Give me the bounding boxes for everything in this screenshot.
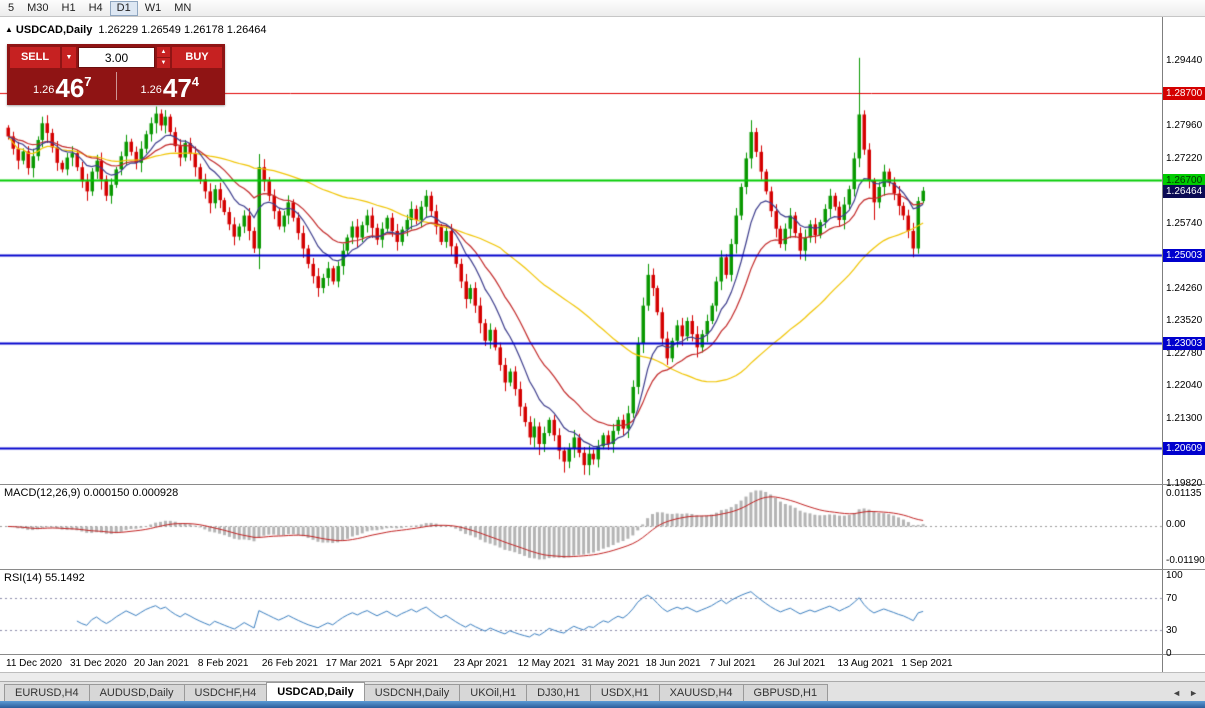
rsi-scale-label: 70 [1166, 593, 1178, 605]
bid-big-digits: 46 [55, 73, 85, 103]
macd-indicator-label: MACD(12,26,9) 0.000150 0.000928 [4, 487, 179, 499]
window-gap [0, 672, 1205, 681]
volume-decrease-button[interactable]: ▼ [157, 58, 170, 68]
price-line-badge: 1.20609 [1163, 442, 1205, 456]
price-scale-tick: 1.27220 [1166, 152, 1203, 164]
chart-ohlc-values: 1.26229 1.26549 1.26178 1.26464 [98, 24, 267, 36]
rsi-scale-label: 0 [1166, 648, 1172, 659]
timeframe-m30-button[interactable]: M30 [27, 1, 49, 14]
tab-usdchf-h4[interactable]: USDCHF,H4 [183, 684, 268, 701]
one-click-trading-panel: SELL ▼ ▲ ▼ BUY 1.26 46 7 1.26 47 4 [7, 44, 225, 105]
timeframe-d1-button[interactable]: D1 [109, 0, 138, 16]
volume-increase-button[interactable]: ▲ [157, 47, 170, 57]
time-axis-label: 13 Aug 2021 [837, 658, 894, 669]
tab-ukoil-h1[interactable]: UKOil,H1 [459, 684, 528, 701]
candlestick-chart-canvas[interactable] [0, 17, 1205, 672]
rsi-scale-label: 100 [1166, 570, 1183, 581]
tab-audusd-daily[interactable]: AUDUSD,Daily [88, 684, 185, 701]
timeframe-5-button[interactable]: 5 [8, 1, 15, 14]
tab-eurusd-h4[interactable]: EURUSD,H4 [4, 684, 90, 701]
sell-button[interactable]: SELL [10, 47, 60, 68]
price-line-badge: 1.28700 [1163, 86, 1205, 100]
time-axis-label: 18 Jun 2021 [645, 658, 701, 669]
ask-big-digits: 47 [162, 73, 192, 103]
time-axis-label: 23 Apr 2021 [453, 658, 508, 669]
rsi-indicator-label: RSI(14) 55.1492 [4, 572, 85, 584]
volume-input[interactable] [78, 47, 155, 68]
current-price-badge: 1.26464 [1163, 184, 1205, 198]
time-axis-label: 31 May 2021 [581, 658, 640, 669]
bid-prefix: 1.26 [32, 84, 55, 96]
price-line-badge: 1.26700 [1163, 174, 1205, 188]
chart-tabs: EURUSD,H4 AUDUSD,Daily USDCHF,H4 USDCAD,Dai… [0, 681, 1205, 701]
time-axis-label: 12 May 2021 [517, 658, 576, 669]
macd-scale-label: -0.01190 [1166, 555, 1205, 566]
tab-usdcnh-daily[interactable]: USDCNH,Daily [363, 684, 461, 701]
price-scale-tick: 1.29440 [1166, 55, 1203, 66]
macd-panel-border [0, 484, 1205, 485]
timeframe-toolbar: 5 M30 H1 H4 D1 W1 MN [0, 0, 1205, 17]
time-axis-label: 31 Dec 2020 [69, 658, 127, 669]
tab-usdx-h1[interactable]: USDX,H1 [589, 684, 660, 701]
rsi-panel-border [0, 569, 1205, 570]
rsi-scale-label: 30 [1166, 624, 1178, 636]
tab-scroll-right-button[interactable]: ► [1189, 688, 1198, 698]
ask-price[interactable]: 1.26 47 4 [118, 70, 223, 102]
time-axis-label: 1 Sep 2021 [901, 658, 953, 669]
price-scale-tick: 1.22040 [1166, 380, 1203, 392]
time-axis-label: 11 Dec 2020 [6, 658, 62, 669]
price-scale-tick: 1.24260 [1166, 282, 1203, 294]
tab-nav: ◄ ► [1169, 688, 1201, 701]
trade-panel-toggle-icon[interactable]: ▲ [5, 25, 13, 34]
trade-controls-row: SELL ▼ ▲ ▼ BUY [10, 47, 222, 68]
tab-usdcad-daily[interactable]: USDCAD,Daily [266, 682, 365, 701]
price-line-badge: 1.25003 [1163, 248, 1205, 262]
time-axis-label: 20 Jan 2021 [133, 658, 189, 669]
timeframe-h1-button[interactable]: H1 [61, 1, 76, 14]
chart-title: ▲ USDCAD,Daily 1.26229 1.26549 1.26178 1.2… [5, 24, 267, 36]
volume-dropdown-button[interactable]: ▼ [62, 47, 76, 68]
price-scale-tick: 1.22780 [1166, 347, 1203, 359]
time-axis-label: 17 Mar 2021 [325, 658, 382, 669]
price-scale-tick: 1.23520 [1166, 315, 1203, 327]
ask-prefix: 1.26 [140, 84, 162, 96]
tab-xauusd-h4[interactable]: XAUUSD,H4 [658, 684, 744, 701]
timeframe-w1-button[interactable]: W1 [144, 1, 162, 14]
bid-ask-row: 1.26 46 7 1.26 47 4 [10, 70, 222, 102]
status-strip [0, 701, 1205, 708]
price-scale-tick: 1.27960 [1166, 120, 1203, 132]
tab-gbpusd-h1[interactable]: GBPUSD,H1 [742, 684, 829, 701]
time-axis-label: 7 Jul 2021 [709, 658, 756, 669]
time-axis-label: 26 Jul 2021 [773, 658, 826, 669]
bid-pip-digit: 7 [84, 74, 92, 89]
chart-area: ▲ USDCAD,Daily 1.26229 1.26549 1.26178 1.2… [0, 17, 1205, 672]
time-axis-label: 8 Feb 2021 [197, 658, 249, 669]
time-axis-label: 26 Feb 2021 [261, 658, 318, 669]
bid-ask-divider [115, 72, 117, 100]
tab-scroll-left-button[interactable]: ◄ [1172, 688, 1182, 698]
tab-dj30-h1[interactable]: DJ30,H1 [526, 684, 591, 701]
timeframe-h4-button[interactable]: H4 [88, 1, 103, 14]
time-axis-border [0, 654, 1205, 655]
price-scale-tick: 1.19820 [1166, 477, 1203, 489]
buy-button[interactable]: BUY [172, 47, 222, 68]
volume-spinner: ▲ ▼ [157, 47, 170, 68]
price-scale-tick: 1.21300 [1166, 412, 1203, 424]
price-scale-border [1162, 17, 1163, 672]
ask-pip-digit: 4 [191, 74, 200, 89]
bid-price[interactable]: 1.26 46 7 [10, 70, 115, 102]
timeframe-mn-button[interactable]: MN [174, 1, 192, 14]
time-axis-label: 5 Apr 2021 [389, 658, 439, 669]
price-line-badge: 1.23003 [1163, 336, 1205, 350]
macd-scale-label: 0.00 [1166, 519, 1186, 530]
price-scale-tick: 1.25740 [1166, 217, 1203, 229]
chart-symbol-period: USDCAD,Daily [15, 24, 93, 36]
macd-scale-label: 0.01135 [1166, 488, 1202, 499]
